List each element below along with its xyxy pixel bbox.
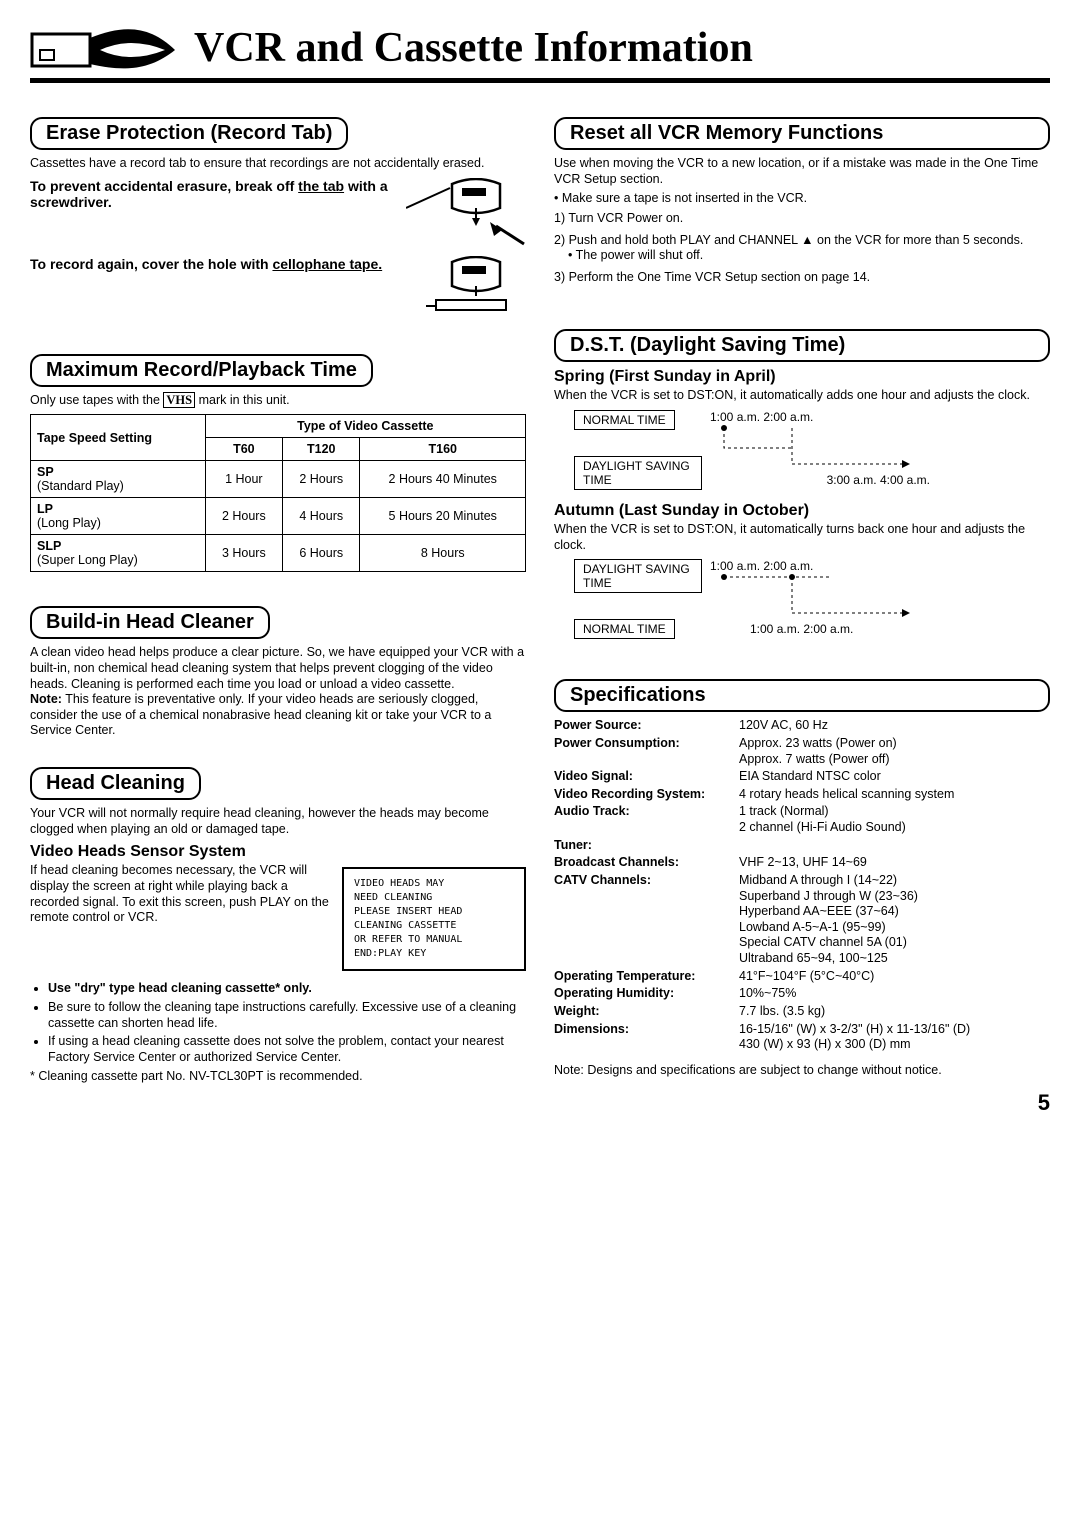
- spec-value: Midband A through I (14~22) Superband J …: [739, 873, 1050, 967]
- clean-subhead: Video Heads Sensor System: [30, 843, 526, 861]
- dst-spring-body: When the VCR is set to DST:ON, it automa…: [554, 388, 1050, 404]
- dst-spring-diagram: NORMAL TIME DAYLIGHT SAVING TIME 1:00 a.…: [574, 410, 1050, 490]
- spec-row: Broadcast Channels:VHF 2~13, UHF 14~69: [554, 855, 1050, 871]
- spec-value: 4 rotary heads helical scanning system: [739, 787, 1050, 803]
- spec-value: 7.7 lbs. (3.5 kg): [739, 1004, 1050, 1020]
- section-dst-head: D.S.T. (Daylight Saving Time): [554, 329, 1050, 362]
- spec-row: Tuner:: [554, 838, 1050, 854]
- spec-label: CATV Channels:: [554, 873, 739, 967]
- spec-value: 41°F~104°F (5°C~40°C): [739, 969, 1050, 985]
- clean-intro: Your VCR will not normally require head …: [30, 806, 526, 837]
- spec-row: Operating Temperature:41°F~104°F (5°C~40…: [554, 969, 1050, 985]
- dst-spring-title: Spring (First Sunday in April): [554, 368, 1050, 386]
- maxrec-intro: Only use tapes with the VHS mark in this…: [30, 393, 526, 409]
- spec-label: Operating Humidity:: [554, 986, 739, 1002]
- spec-label: Audio Track:: [554, 804, 739, 835]
- cassette-tab-break-icon: [406, 178, 526, 246]
- dst-autumn-body: When the VCR is set to DST:ON, it automa…: [554, 522, 1050, 553]
- list-item: Use "dry" type head cleaning cassette* o…: [48, 981, 526, 997]
- right-column: Reset all VCR Memory Functions Use when …: [554, 103, 1050, 1116]
- spec-label: Video Recording System:: [554, 787, 739, 803]
- page-title: VCR and Cassette Information: [30, 20, 1050, 83]
- spec-row: Dimensions:16-15/16" (W) x 3-2/3" (H) x …: [554, 1022, 1050, 1053]
- reset-steps: 1) Turn VCR Power on. 2) Push and hold b…: [554, 211, 1050, 286]
- vcr-cassette-icon: [30, 20, 180, 76]
- dst-autumn-title: Autumn (Last Sunday in October): [554, 502, 1050, 520]
- spec-value: Approx. 23 watts (Power on) Approx. 7 wa…: [739, 736, 1050, 767]
- table-row: SP(Standard Play) 1 Hour 2 Hours 2 Hours…: [31, 461, 526, 498]
- reset-intro: Use when moving the VCR to a new locatio…: [554, 156, 1050, 187]
- spec-label: Operating Temperature:: [554, 969, 739, 985]
- arrow-down-right-icon: [710, 424, 940, 470]
- table-row: SLP(Super Long Play) 3 Hours 6 Hours 8 H…: [31, 535, 526, 572]
- spec-label: Power Source:: [554, 718, 739, 734]
- spec-table: Power Source:120V AC, 60 HzPower Consump…: [554, 718, 1050, 1053]
- spec-value: 10%~75%: [739, 986, 1050, 1002]
- spec-value: 1 track (Normal) 2 channel (Hi-Fi Audio …: [739, 804, 1050, 835]
- spec-value: 16-15/16" (W) x 3-2/3" (H) x 11-13/16" (…: [739, 1022, 1050, 1053]
- spec-row: Video Recording System:4 rotary heads he…: [554, 787, 1050, 803]
- arrow-down-left-icon: [710, 573, 940, 619]
- list-item: If using a head cleaning cassette does n…: [48, 1034, 526, 1065]
- reset-pre: • Make sure a tape is not inserted in th…: [554, 191, 1050, 207]
- table-row: LP(Long Play) 2 Hours 4 Hours 5 Hours 20…: [31, 498, 526, 535]
- section-clean-head: Head Cleaning: [30, 767, 201, 800]
- builtin-note: Note: This feature is preventative only.…: [30, 692, 526, 739]
- spec-row: Power Source:120V AC, 60 Hz: [554, 718, 1050, 734]
- spec-value: [739, 838, 1050, 854]
- cassette-tape-cover-icon: [406, 256, 526, 314]
- spec-label: Tuner:: [554, 838, 739, 854]
- spec-row: Weight:7.7 lbs. (3.5 kg): [554, 1004, 1050, 1020]
- page-title-text: VCR and Cassette Information: [194, 24, 753, 72]
- spec-label: Broadcast Channels:: [554, 855, 739, 871]
- section-builtin-head: Build-in Head Cleaner: [30, 606, 270, 639]
- record-time-table: Tape Speed Setting Type of Video Cassett…: [30, 414, 526, 572]
- spec-label: Power Consumption:: [554, 736, 739, 767]
- builtin-body: A clean video head helps produce a clear…: [30, 645, 526, 692]
- spec-label: Weight:: [554, 1004, 739, 1020]
- clean-bullets: Use "dry" type head cleaning cassette* o…: [30, 981, 526, 1065]
- list-item: Be sure to follow the cleaning tape inst…: [48, 1000, 526, 1031]
- spec-note: Note: Designs and specifications are sub…: [554, 1063, 1050, 1079]
- screen-message-box: VIDEO HEADS MAY NEED CLEANING PLEASE INS…: [342, 867, 526, 971]
- spec-value: 120V AC, 60 Hz: [739, 718, 1050, 734]
- left-column: Erase Protection (Record Tab) Cassettes …: [30, 103, 526, 1116]
- dst-autumn-diagram: DAYLIGHT SAVING TIME NORMAL TIME 1:00 a.…: [574, 559, 1050, 639]
- spec-row: Video Signal:EIA Standard NTSC color: [554, 769, 1050, 785]
- spec-value: VHF 2~13, UHF 14~69: [739, 855, 1050, 871]
- spec-row: CATV Channels:Midband A through I (14~22…: [554, 873, 1050, 967]
- section-spec-head: Specifications: [554, 679, 1050, 712]
- section-maxrec-head: Maximum Record/Playback Time: [30, 354, 373, 387]
- erase-intro: Cassettes have a record tab to ensure th…: [30, 156, 526, 172]
- spec-row: Operating Humidity:10%~75%: [554, 986, 1050, 1002]
- section-reset-head: Reset all VCR Memory Functions: [554, 117, 1050, 150]
- spec-label: Video Signal:: [554, 769, 739, 785]
- spec-value: EIA Standard NTSC color: [739, 769, 1050, 785]
- spec-label: Dimensions:: [554, 1022, 739, 1053]
- page-number: 5: [554, 1090, 1050, 1116]
- spec-row: Audio Track:1 track (Normal) 2 channel (…: [554, 804, 1050, 835]
- spec-row: Power Consumption:Approx. 23 watts (Powe…: [554, 736, 1050, 767]
- section-erase-head: Erase Protection (Record Tab): [30, 117, 348, 150]
- clean-footnote: * Cleaning cassette part No. NV-TCL30PT …: [30, 1069, 526, 1085]
